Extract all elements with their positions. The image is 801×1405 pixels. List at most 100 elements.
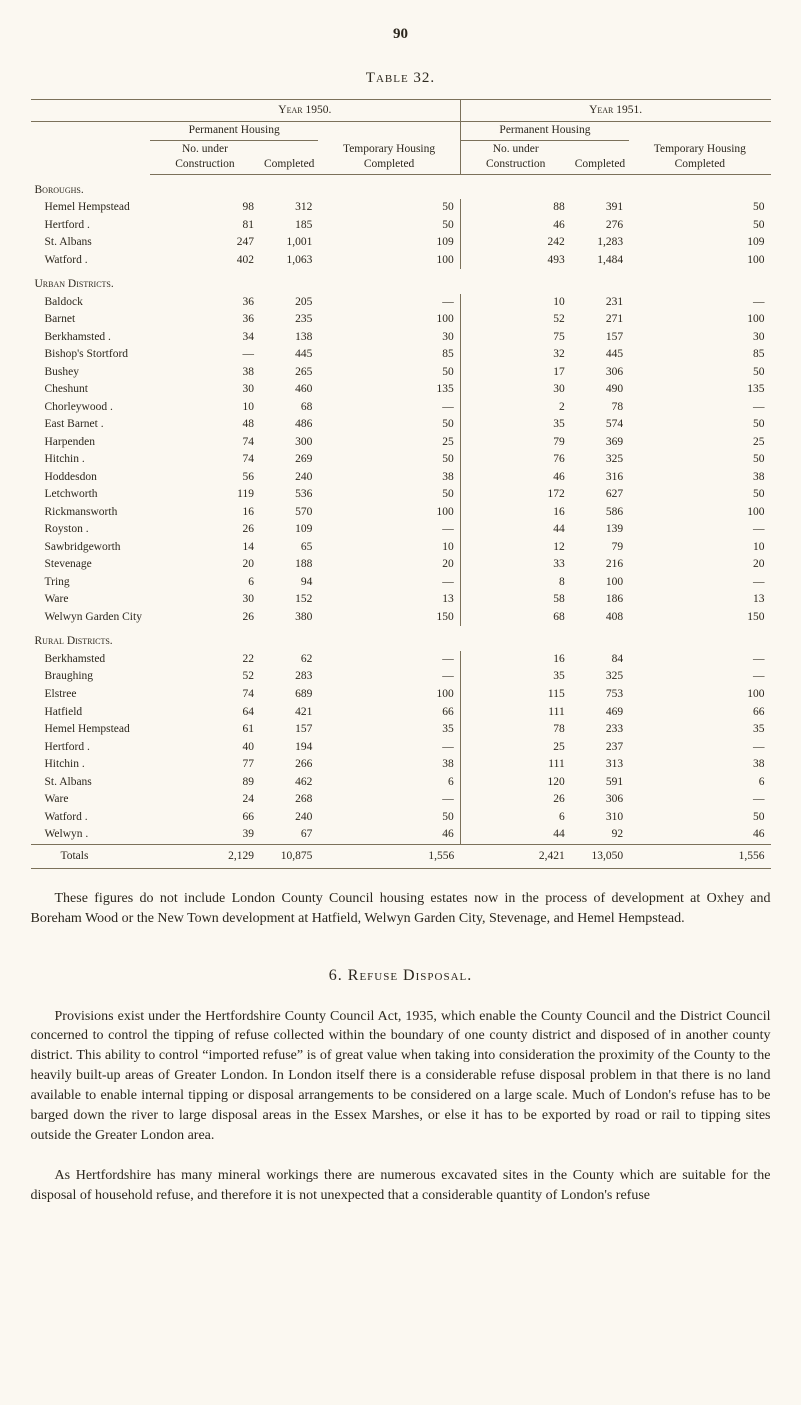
- table-cell: 52: [460, 311, 571, 329]
- table-cell: 271: [571, 311, 629, 329]
- col-under-right: No. under Construction: [460, 140, 571, 174]
- stub-head: [31, 99, 150, 122]
- table-cell: 66: [629, 704, 770, 722]
- table-cell: 36: [150, 311, 260, 329]
- table-cell: 14: [150, 539, 260, 557]
- table-cell: 300: [260, 434, 318, 452]
- totals-c5: 1,556: [629, 844, 770, 869]
- table-cell: 247: [150, 234, 260, 252]
- row-label: Welwyn .: [31, 826, 150, 844]
- table-cell: 64: [150, 704, 260, 722]
- table-cell: 100: [629, 686, 770, 704]
- table-cell: 38: [318, 756, 460, 774]
- table-cell: 100: [629, 504, 770, 522]
- totals-label: Totals: [31, 844, 150, 869]
- table-cell: 68: [460, 609, 571, 627]
- table-cell: 369: [571, 434, 629, 452]
- table-cell: 574: [571, 416, 629, 434]
- table-cell: 98: [150, 199, 260, 217]
- table-cell: 50: [629, 486, 770, 504]
- table-cell: 50: [629, 451, 770, 469]
- table-title: Table 32.: [31, 68, 771, 88]
- table-cell: 25: [629, 434, 770, 452]
- table-cell: 38: [629, 756, 770, 774]
- table-cell: 312: [260, 199, 318, 217]
- table-cell: 2: [460, 399, 571, 417]
- table-cell: 421: [260, 704, 318, 722]
- table-cell: 10: [460, 294, 571, 312]
- table-cell: 74: [150, 434, 260, 452]
- table-cell: 1,063: [260, 252, 318, 270]
- table-cell: 40: [150, 739, 260, 757]
- table-cell: 408: [571, 609, 629, 627]
- row-label: Berkhamsted .: [31, 329, 150, 347]
- table-cell: 79: [571, 539, 629, 557]
- row-label: Hitchin .: [31, 451, 150, 469]
- row-label: Hatfield: [31, 704, 150, 722]
- table-cell: 26: [150, 521, 260, 539]
- table-cell: 1,283: [571, 234, 629, 252]
- table-cell: 150: [318, 609, 460, 627]
- table-cell: 61: [150, 721, 260, 739]
- table-cell: 100: [318, 686, 460, 704]
- table-cell: 460: [260, 381, 318, 399]
- table-cell: —: [629, 521, 770, 539]
- table-cell: 235: [260, 311, 318, 329]
- table-cell: 50: [629, 416, 770, 434]
- table-cell: 205: [260, 294, 318, 312]
- table-cell: 46: [318, 826, 460, 844]
- table-cell: 85: [318, 346, 460, 364]
- table-cell: —: [318, 739, 460, 757]
- table-cell: 52: [150, 668, 260, 686]
- table-cell: —: [318, 651, 460, 669]
- row-label: Tring: [31, 574, 150, 592]
- table-cell: 30: [460, 381, 571, 399]
- paragraph-1: These figures do not include London Coun…: [31, 889, 771, 929]
- totals-c3: 2,421: [460, 844, 571, 869]
- table-cell: —: [318, 574, 460, 592]
- table-cell: 30: [150, 591, 260, 609]
- table-cell: 26: [150, 609, 260, 627]
- row-label: Berkhamsted: [31, 651, 150, 669]
- table-cell: 445: [260, 346, 318, 364]
- table-cell: —: [629, 294, 770, 312]
- table-cell: 536: [260, 486, 318, 504]
- table-cell: 6: [629, 774, 770, 792]
- table-cell: —: [629, 791, 770, 809]
- table-cell: 310: [571, 809, 629, 827]
- table-cell: 13: [629, 591, 770, 609]
- table-cell: 44: [460, 521, 571, 539]
- row-label: Ware: [31, 791, 150, 809]
- table-cell: 34: [150, 329, 260, 347]
- table-cell: 100: [629, 252, 770, 270]
- table-cell: 109: [318, 234, 460, 252]
- row-label: Bushey: [31, 364, 150, 382]
- totals-c1: 10,875: [260, 844, 318, 869]
- table-cell: 50: [629, 809, 770, 827]
- table-cell: 26: [460, 791, 571, 809]
- table-cell: 66: [318, 704, 460, 722]
- table-cell: 591: [571, 774, 629, 792]
- table-cell: 50: [318, 451, 460, 469]
- table-cell: 44: [460, 826, 571, 844]
- table-cell: 119: [150, 486, 260, 504]
- table-cell: 36: [150, 294, 260, 312]
- table-cell: 50: [629, 217, 770, 235]
- table-cell: 237: [571, 739, 629, 757]
- row-label: Welwyn Garden City: [31, 609, 150, 627]
- table-cell: 81: [150, 217, 260, 235]
- table-cell: —: [150, 346, 260, 364]
- totals-c4: 13,050: [571, 844, 629, 869]
- table-cell: 313: [571, 756, 629, 774]
- table-cell: 152: [260, 591, 318, 609]
- table-cell: 32: [460, 346, 571, 364]
- table-cell: 269: [260, 451, 318, 469]
- table-cell: 6: [318, 774, 460, 792]
- table-cell: 486: [260, 416, 318, 434]
- table-cell: 111: [460, 756, 571, 774]
- table-cell: 240: [260, 469, 318, 487]
- table-cell: 92: [571, 826, 629, 844]
- table-cell: 20: [318, 556, 460, 574]
- table-cell: 16: [460, 651, 571, 669]
- table-cell: —: [318, 294, 460, 312]
